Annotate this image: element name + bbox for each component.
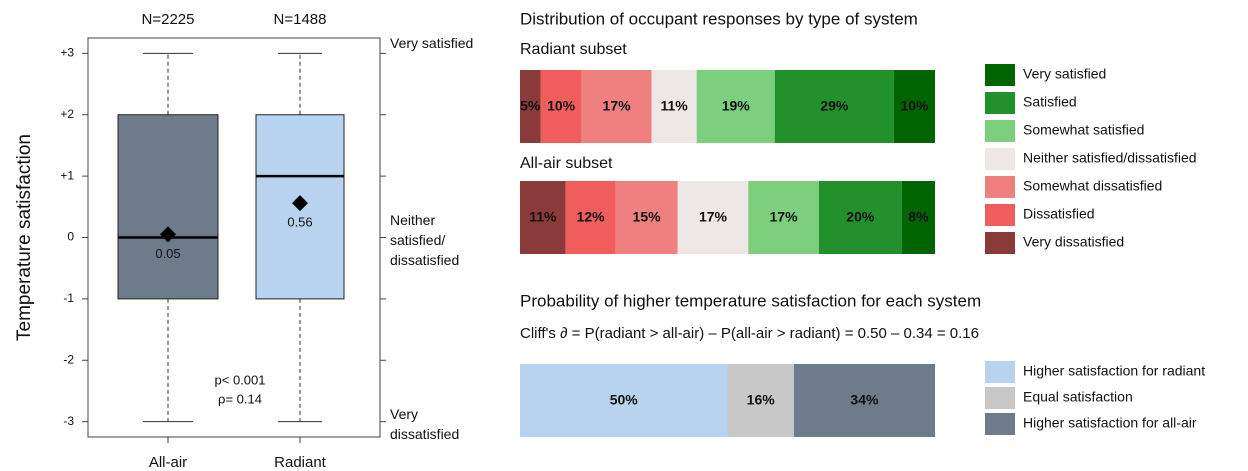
bar-segment — [581, 70, 652, 143]
annotation: ρ= 0.14 — [218, 391, 262, 406]
value-label: 11% — [529, 209, 557, 225]
y-tick-label: +3 — [60, 46, 74, 60]
value-label: 16% — [747, 392, 776, 408]
legend-label: Somewhat dissatisfied — [1023, 178, 1162, 194]
legend-swatch — [985, 387, 1015, 409]
mean-label: 0.56 — [287, 215, 312, 230]
bar-segment — [774, 70, 894, 143]
y-tick-label: -3 — [63, 414, 74, 428]
bar-segment — [520, 364, 728, 437]
bar-segment — [818, 181, 902, 254]
x-tick-label: All-air — [149, 454, 187, 471]
legend-swatch — [985, 232, 1015, 254]
legend-swatch — [985, 120, 1015, 142]
mean-label: 0.05 — [155, 246, 180, 261]
value-label: 10% — [900, 98, 929, 114]
legend-swatch — [985, 204, 1015, 226]
legend-swatch — [985, 176, 1015, 198]
x-tick-label: Radiant — [274, 454, 327, 471]
n-label: N=2225 — [142, 11, 195, 28]
value-label: 10% — [547, 98, 576, 114]
mean-marker — [160, 226, 176, 243]
chart-subtitle: Cliff's ∂ = P(radiant > all-air) – P(all… — [520, 325, 979, 342]
value-label: 17% — [699, 209, 728, 225]
legend-label: Dissatisfied — [1023, 206, 1095, 222]
bar-segment — [565, 181, 616, 254]
y-tick-label: 0 — [67, 230, 74, 244]
n-label: N=1488 — [274, 11, 327, 28]
y-tick-label: +1 — [60, 168, 74, 182]
bar-segment — [651, 70, 697, 143]
y2-label: Neither satisfied/ dissatisfied — [390, 211, 460, 268]
value-label: 19% — [722, 98, 751, 114]
bar-segment — [901, 181, 935, 254]
bar-segment — [893, 70, 935, 143]
row-label: All-air subset — [520, 155, 613, 172]
chart-title: Distribution of occupant responses by ty… — [520, 9, 918, 28]
value-label: 5% — [520, 98, 541, 114]
bar-segment — [520, 181, 566, 254]
value-label: 34% — [850, 392, 879, 408]
row-label: Radiant subset — [520, 41, 627, 58]
bar-segment — [677, 181, 749, 254]
value-label: 11% — [660, 98, 688, 114]
value-label: 17% — [603, 98, 632, 114]
legend-label: Higher satisfaction for radiant — [1023, 363, 1205, 379]
legend-swatch — [985, 148, 1015, 170]
mean-marker — [292, 195, 308, 212]
y2-label: Very satisfied — [390, 35, 474, 52]
value-label: 8% — [908, 209, 929, 225]
value-label: 29% — [820, 98, 849, 114]
bar-segment — [696, 70, 775, 143]
chart-title: Probability of higher temperature satisf… — [520, 291, 981, 310]
y-tick-label: -1 — [63, 291, 74, 305]
value-label: 17% — [770, 209, 799, 225]
legend-label: Somewhat satisfied — [1023, 122, 1144, 138]
legend-swatch — [985, 64, 1015, 86]
legend-label: Satisfied — [1023, 94, 1077, 110]
annotation: p< 0.001 — [215, 372, 266, 387]
bar-segment — [615, 181, 678, 254]
y2-label: Very dissatisfied — [390, 405, 460, 442]
legend-swatch — [985, 361, 1015, 383]
bar-segment — [540, 70, 582, 143]
legend-swatch — [985, 92, 1015, 114]
value-label: 12% — [577, 209, 606, 225]
value-label: 50% — [610, 392, 639, 408]
y-axis-label: Temperature satisfaction — [14, 134, 35, 341]
legend-label: Very satisfied — [1023, 66, 1106, 82]
y-tick-label: -2 — [63, 352, 74, 366]
y-tick-label: +2 — [60, 107, 74, 121]
value-label: 20% — [846, 209, 875, 225]
bar-segment — [727, 364, 794, 437]
bar-segment — [793, 364, 935, 437]
box — [117, 114, 219, 300]
legend-label: Higher satisfaction for all-air — [1023, 415, 1197, 431]
legend-label: Neither satisfied/dissatisfied — [1023, 150, 1197, 166]
legend-swatch — [985, 413, 1015, 435]
bar-segment — [520, 70, 541, 143]
bar-segment — [748, 181, 819, 254]
value-label: 15% — [633, 209, 662, 225]
legend-label: Very dissatisfied — [1023, 234, 1124, 250]
legend-label: Equal satisfaction — [1023, 389, 1133, 405]
